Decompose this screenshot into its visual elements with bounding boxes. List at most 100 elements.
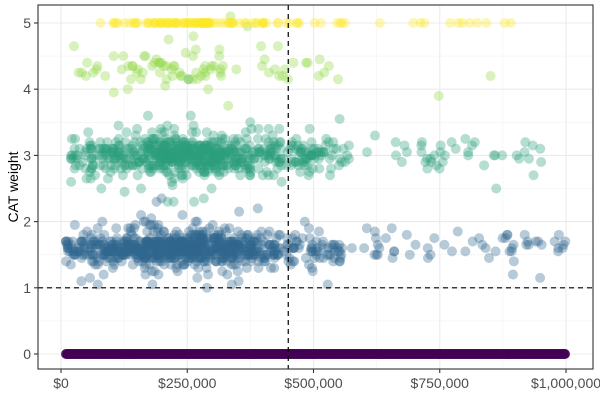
data-point [92,223,103,234]
data-point [104,236,115,247]
data-point [199,170,210,181]
data-point [183,150,194,161]
data-point [170,239,181,250]
data-point [74,246,85,257]
data-point [190,18,201,28]
data-point [272,41,283,52]
data-point [205,246,216,257]
data-point [107,143,118,154]
data-point [318,243,329,254]
data-point [198,143,209,154]
data-point [174,143,185,154]
data-point [404,249,415,260]
data-point [159,243,170,254]
data-point [177,133,188,144]
data-point [243,233,254,244]
data-point [154,246,165,257]
data-point [66,243,77,254]
data-point [69,143,80,154]
data-point [416,140,427,151]
data-point [464,18,475,28]
data-point [236,229,247,240]
data-point [172,259,183,270]
data-point [179,137,190,148]
data-point [271,153,282,164]
data-point [186,246,197,257]
data-point [65,259,76,270]
data-point [108,18,119,28]
data-point [228,249,239,260]
data-point [211,150,222,161]
data-point [156,127,167,138]
data-point [149,57,160,68]
data-point [217,160,228,171]
data-point [160,80,171,91]
data-point [170,133,181,144]
data-point [282,239,293,250]
data-point [334,239,345,250]
data-point [214,239,225,250]
data-point [87,160,98,171]
data-point [299,216,310,227]
data-point [530,236,541,247]
data-point [228,147,239,158]
data-point [201,282,212,293]
data-point [226,150,237,161]
data-point [264,239,275,250]
data-point [86,239,97,250]
data-point [521,239,532,250]
data-point [336,249,347,260]
data-point [207,150,218,161]
data-point [165,259,176,270]
data-point [156,137,167,148]
data-point [62,243,73,254]
data-point [195,236,206,247]
data-point [122,143,133,154]
data-point [90,170,101,181]
data-point [186,253,197,264]
data-point [178,239,189,250]
data-point [201,160,212,171]
data-point [230,137,241,148]
data-point [206,137,217,148]
data-point [265,246,276,257]
data-point [264,239,275,250]
data-point [429,150,440,161]
data-point [457,18,468,28]
data-point [148,163,159,174]
data-point [102,153,113,164]
data-point [196,236,207,247]
data-point [143,243,154,254]
data-point [221,246,232,257]
data-point [268,150,279,161]
y-tick-label: 5 [23,15,31,31]
data-point [190,243,201,254]
data-point [439,150,450,161]
data-point [122,233,133,244]
data-point [240,163,251,174]
data-point [202,147,213,158]
data-point [300,153,311,164]
data-point [142,137,153,148]
data-point [171,239,182,250]
data-point [144,259,155,270]
data-point [259,54,270,65]
data-point [181,243,192,254]
data-point [472,18,483,28]
data-point [252,133,263,144]
data-point [172,153,183,164]
data-point [294,18,305,28]
data-point [102,137,113,148]
data-point [132,123,143,134]
data-point [85,173,96,184]
data-point [112,246,123,257]
data-point [215,147,226,158]
data-point [163,239,174,250]
data-point [152,236,163,247]
data-point [116,157,127,168]
data-point [89,236,100,247]
data-point [164,243,175,254]
data-point [239,249,250,260]
data-point [226,143,237,154]
data-point [241,233,252,244]
